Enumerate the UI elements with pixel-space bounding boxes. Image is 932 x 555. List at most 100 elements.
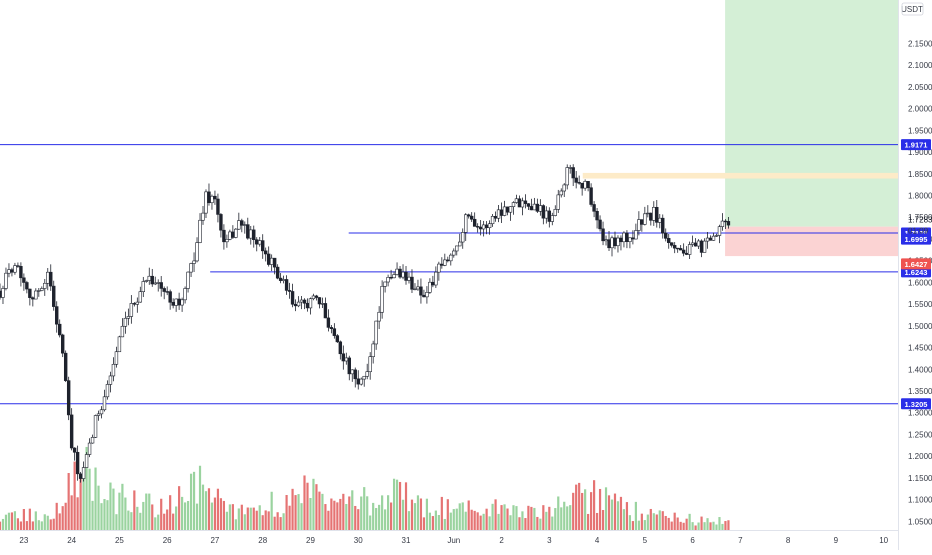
volume-bar [294,495,297,530]
volume-bar [622,509,626,530]
candle [132,302,137,307]
volume-bar [246,507,249,530]
candle-body [43,282,47,289]
candle-body [568,167,572,169]
candle-body [210,195,214,204]
volume-bar [473,510,476,530]
candle-body [461,232,465,243]
candle [502,200,507,217]
volume-bar [595,512,599,530]
candle [580,182,584,196]
candle-body [22,277,26,283]
candle-body [359,378,363,385]
candle [664,228,668,242]
candle-body [28,288,32,298]
candle-body [410,276,414,290]
volume-bar [192,471,196,530]
volume-bars [0,446,730,530]
price-tick-label: 1.3500 [908,387,932,396]
candle [628,237,632,249]
candle-body [249,229,253,239]
candle [278,273,283,284]
candle-body [326,317,331,328]
volume-bar [503,504,506,530]
time-tick-label: 24 [67,536,76,545]
volume-bar [270,491,273,530]
price-tick-label: 1.9000 [908,148,932,157]
volume-bar [437,515,440,530]
candle [419,278,423,304]
candle [81,461,86,482]
volume-bar [425,498,429,530]
candle-body [556,194,560,210]
candle-body [675,247,680,250]
candle [162,286,166,300]
volume-bar [130,512,133,530]
candle-body [263,250,268,255]
line-price-label-box [901,139,931,151]
volume-bar [91,500,94,530]
price-tick-label: 2.1500 [908,39,932,48]
candle-body [422,294,426,298]
candle [281,275,286,284]
price-tick-label: 1.7500 [908,213,932,222]
countdown-label: 01:09 [908,227,929,236]
volume-bar [172,513,175,530]
volume-bar [198,465,202,530]
candle [658,213,662,229]
candle [610,235,614,257]
volume-bar [592,480,596,530]
candle-body [123,317,128,327]
volume-bar [539,518,542,530]
stop-price-label-text: 1.6427 [905,260,928,269]
candle-body [10,269,14,273]
candle-body [723,220,728,223]
candle-body [559,190,563,196]
volume-bar [697,522,700,530]
volume-bar [306,482,309,530]
volume-bar [575,484,578,530]
candle-body [255,239,259,245]
volume-bar [375,508,378,530]
volume-bar [189,473,193,530]
volume-bar [422,517,426,530]
volume-bar [160,498,163,530]
candle [237,212,241,230]
candle-body [234,228,238,238]
candle-body [523,200,528,204]
candle [204,189,208,218]
candle [532,197,537,211]
candle-body [464,214,468,233]
candle [475,223,480,233]
volume-bar [381,495,384,530]
candle-body [272,257,277,268]
candle [410,269,414,294]
volume-bar [219,498,223,530]
time-tick-label: 26 [163,536,172,545]
candle [296,296,301,308]
volume-bar [52,518,55,530]
volume-bar [369,515,372,530]
candle [123,311,128,334]
candle-body [455,245,459,252]
candle [670,242,674,248]
volume-bar [572,492,575,530]
candle-body [562,184,566,192]
candle [684,246,689,256]
candle [150,268,154,287]
candle [192,252,196,272]
candle-body [592,204,596,212]
volume-bar [19,521,22,530]
time-tick-label: 6 [690,536,695,545]
volume-bar [22,509,25,530]
candle [126,308,131,326]
stop-price-label: 1.6427 [901,258,931,270]
candle-body [216,198,220,215]
candle-body [565,167,569,186]
volume-bar [449,512,452,530]
candle [577,175,581,185]
volume-bar [482,513,485,530]
candle [287,282,292,299]
